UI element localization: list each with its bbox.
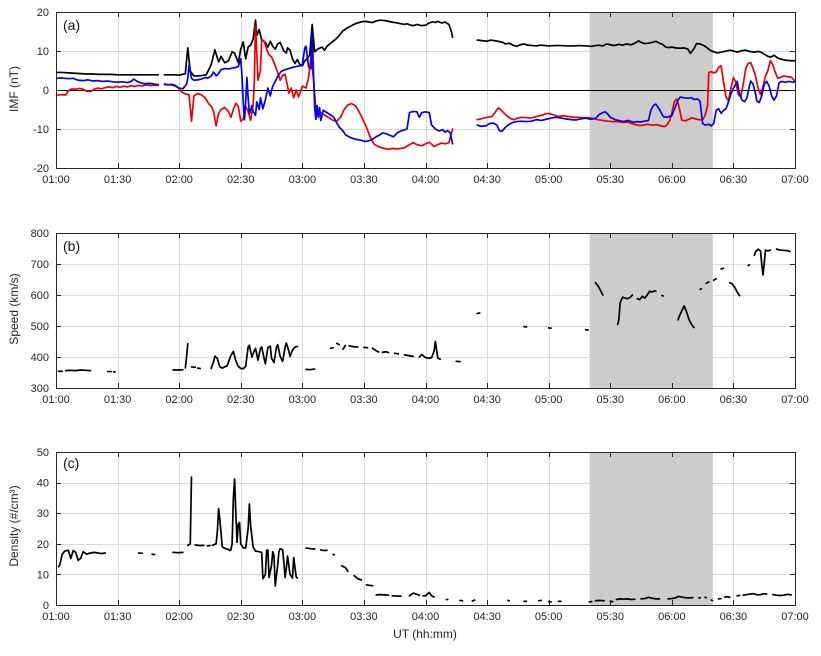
panel-label-a: (a) [63, 17, 81, 33]
y-axis-label-density: Density (#/cm³) [7, 485, 21, 567]
panel-label-b: (b) [63, 238, 81, 254]
panel-label-c: (c) [63, 455, 80, 471]
y-axis-label-imf: IMF (nT) [7, 66, 21, 112]
y-axis-label-speed: Speed (km/s) [7, 273, 21, 345]
x-axis-label: UT (hh:mm) [393, 627, 457, 641]
